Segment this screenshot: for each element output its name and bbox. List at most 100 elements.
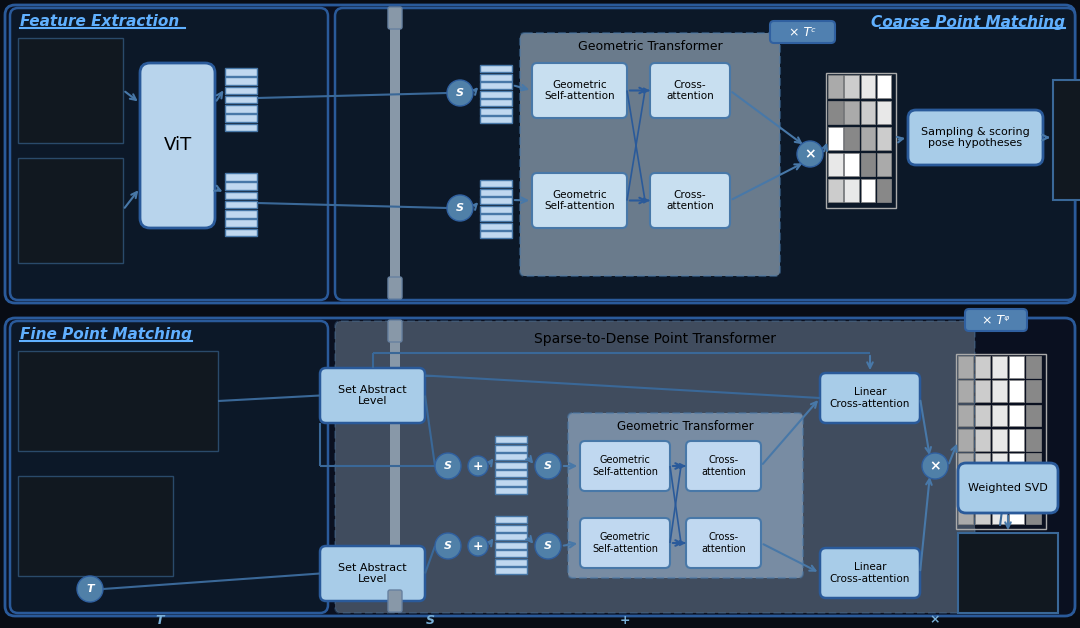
Bar bbox=[1026, 404, 1041, 426]
FancyBboxPatch shape bbox=[320, 368, 426, 423]
Bar bbox=[845, 127, 859, 150]
Text: Coarse Point Matching: Coarse Point Matching bbox=[870, 14, 1065, 30]
Circle shape bbox=[468, 456, 488, 476]
Text: Cross-
attention: Cross- attention bbox=[701, 532, 746, 554]
Text: Cross-
attention: Cross- attention bbox=[666, 80, 714, 101]
Text: S: S bbox=[426, 614, 434, 627]
Bar bbox=[1026, 453, 1041, 475]
Bar bbox=[495, 479, 527, 486]
Bar bbox=[1009, 502, 1024, 524]
Bar bbox=[1026, 381, 1041, 402]
Circle shape bbox=[468, 536, 488, 556]
Bar bbox=[18, 476, 173, 576]
Bar bbox=[845, 179, 859, 202]
Bar bbox=[225, 68, 257, 75]
Circle shape bbox=[535, 453, 561, 479]
Circle shape bbox=[447, 195, 473, 221]
Bar bbox=[225, 124, 257, 131]
Bar bbox=[845, 75, 859, 99]
Text: Geometric
Self-attention: Geometric Self-attention bbox=[544, 190, 615, 211]
Bar bbox=[1009, 356, 1024, 378]
FancyBboxPatch shape bbox=[5, 5, 1075, 303]
Bar bbox=[495, 470, 527, 477]
Text: Cross-
attention: Cross- attention bbox=[701, 455, 746, 477]
Bar bbox=[958, 502, 973, 524]
Bar bbox=[958, 533, 1058, 613]
Bar bbox=[495, 516, 527, 523]
Bar bbox=[958, 429, 973, 451]
Bar bbox=[225, 201, 257, 208]
Text: Sparse-to-Dense Point Transformer: Sparse-to-Dense Point Transformer bbox=[534, 332, 777, 346]
Bar bbox=[495, 559, 527, 566]
Bar bbox=[877, 153, 891, 176]
Text: Weighted SVD: Weighted SVD bbox=[968, 483, 1048, 493]
Text: Set Abstract
Level: Set Abstract Level bbox=[338, 385, 407, 406]
Bar bbox=[225, 77, 257, 85]
Bar bbox=[975, 404, 990, 426]
Text: S: S bbox=[444, 541, 453, 551]
Bar bbox=[1026, 429, 1041, 451]
Bar bbox=[1009, 453, 1024, 475]
Bar bbox=[225, 105, 257, 113]
Circle shape bbox=[77, 576, 103, 602]
Bar bbox=[495, 568, 527, 575]
FancyBboxPatch shape bbox=[770, 21, 835, 43]
Bar bbox=[225, 229, 257, 236]
Bar bbox=[225, 96, 257, 104]
Text: +: + bbox=[620, 614, 631, 627]
Bar bbox=[225, 192, 257, 199]
Bar bbox=[861, 179, 875, 202]
Bar bbox=[480, 82, 512, 89]
Bar bbox=[828, 179, 842, 202]
Bar bbox=[993, 356, 1008, 378]
Bar bbox=[480, 73, 512, 80]
Text: +: + bbox=[473, 539, 483, 553]
Bar bbox=[225, 219, 257, 227]
Circle shape bbox=[535, 533, 561, 559]
FancyBboxPatch shape bbox=[532, 173, 627, 228]
Bar bbox=[861, 101, 875, 124]
Bar bbox=[1009, 429, 1024, 451]
FancyBboxPatch shape bbox=[958, 463, 1058, 513]
Text: Geometric Transformer: Geometric Transformer bbox=[617, 421, 754, 433]
Text: S: S bbox=[544, 461, 552, 471]
Text: Fine Point Matching: Fine Point Matching bbox=[21, 327, 192, 342]
Text: +: + bbox=[473, 460, 483, 472]
Bar bbox=[828, 127, 842, 150]
Text: ×: × bbox=[805, 147, 815, 161]
Bar bbox=[826, 73, 896, 208]
Bar bbox=[993, 477, 1008, 499]
FancyBboxPatch shape bbox=[388, 277, 402, 299]
Bar bbox=[480, 180, 512, 187]
Text: Geometric Transformer: Geometric Transformer bbox=[578, 40, 723, 53]
Text: S: S bbox=[456, 203, 464, 213]
Bar bbox=[495, 436, 527, 443]
Bar bbox=[993, 453, 1008, 475]
Bar bbox=[877, 179, 891, 202]
Text: × Tᵠ: × Tᵠ bbox=[983, 313, 1010, 327]
Bar bbox=[1009, 477, 1024, 499]
Bar bbox=[993, 502, 1008, 524]
Bar bbox=[495, 533, 527, 540]
Circle shape bbox=[447, 80, 473, 106]
Bar bbox=[956, 354, 1047, 529]
FancyBboxPatch shape bbox=[388, 590, 402, 612]
Text: Geometric
Self-attention: Geometric Self-attention bbox=[592, 455, 658, 477]
Text: × Tᶜ: × Tᶜ bbox=[788, 26, 815, 38]
Circle shape bbox=[797, 141, 823, 167]
Text: ViT: ViT bbox=[163, 136, 191, 154]
Bar bbox=[390, 29, 400, 277]
Bar bbox=[861, 153, 875, 176]
Bar bbox=[1026, 477, 1041, 499]
Bar bbox=[993, 381, 1008, 402]
Bar bbox=[877, 127, 891, 150]
Text: Feature Extraction: Feature Extraction bbox=[21, 14, 179, 30]
Text: Sampling & scoring
pose hypotheses: Sampling & scoring pose hypotheses bbox=[921, 127, 1030, 148]
Bar bbox=[225, 114, 257, 122]
Text: ×: × bbox=[930, 614, 941, 627]
Text: T: T bbox=[86, 584, 94, 594]
Bar bbox=[958, 356, 973, 378]
Text: Linear
Cross-attention: Linear Cross-attention bbox=[829, 387, 910, 409]
Circle shape bbox=[435, 533, 461, 559]
Bar bbox=[828, 101, 842, 124]
